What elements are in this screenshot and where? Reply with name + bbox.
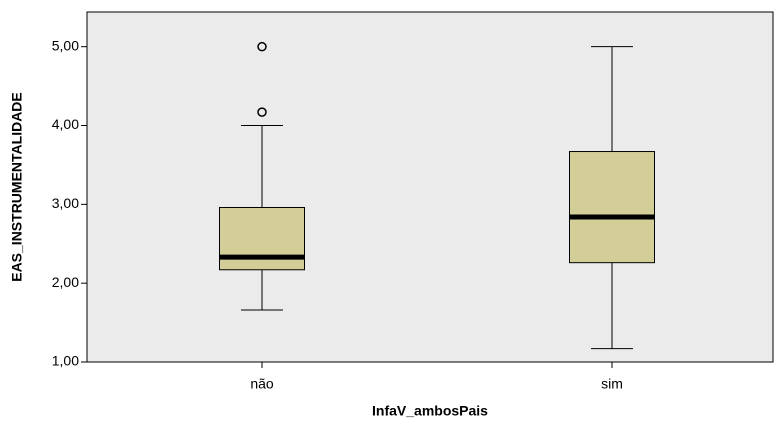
y-axis-title: EAS_INSTRUMENTALIDADE	[9, 92, 25, 282]
x-axis-title: InfaV_ambosPais	[372, 403, 488, 419]
outlier	[257, 41, 267, 52]
y-tick-label: 3,00	[52, 195, 79, 211]
box	[219, 206, 305, 271]
x-tick-label: não	[250, 376, 274, 392]
x-tick-label: sim	[601, 376, 623, 392]
plot-area	[86, 11, 774, 363]
y-tick-label: 5,00	[52, 37, 79, 53]
y-tick-label: 1,00	[52, 353, 79, 369]
y-tick-label: 2,00	[52, 274, 79, 290]
box	[569, 151, 655, 264]
y-tick-label: 4,00	[52, 116, 79, 132]
outlier	[257, 107, 267, 117]
